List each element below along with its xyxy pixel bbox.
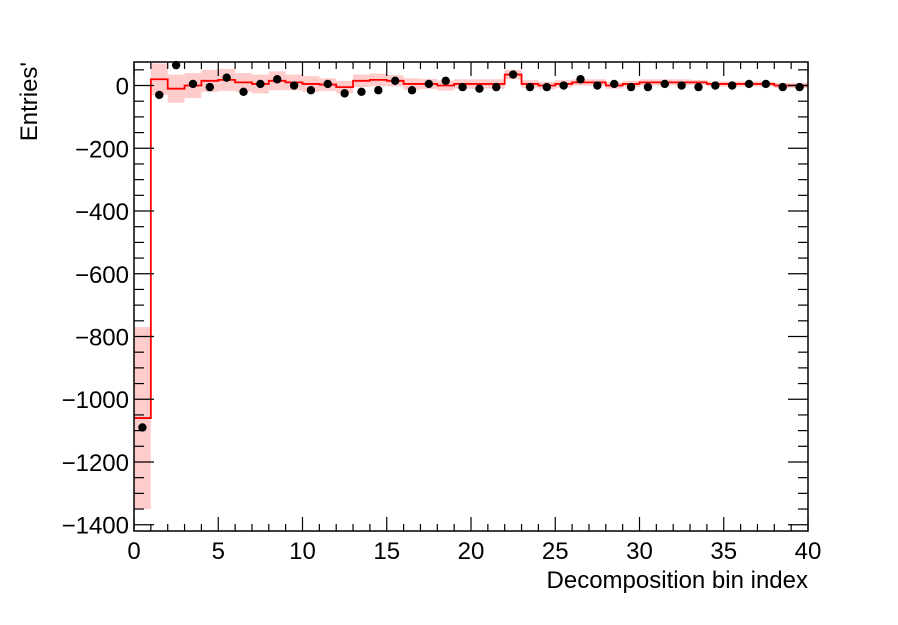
data-point (525, 82, 535, 92)
data-point (593, 81, 602, 90)
y-tick-label: −400 (75, 199, 129, 226)
y-tick-labels: 0 −200 −400 −600 −800 −1000 −1200 −1400 (62, 74, 129, 540)
y-tick-label: 0 (116, 74, 129, 101)
x-tick-label: 40 (795, 538, 822, 565)
y-axis-title: Entries' (16, 62, 43, 141)
data-point (340, 89, 349, 98)
data-point (188, 79, 198, 89)
data-point (492, 82, 501, 92)
y-tick-label: −1200 (62, 450, 129, 477)
data-point (795, 82, 804, 92)
x-tick-label: 15 (373, 538, 400, 565)
data-point (273, 75, 282, 84)
y-tick-label: −1000 (62, 387, 129, 414)
data-point (610, 79, 619, 89)
y-tick-label: −800 (75, 324, 129, 351)
data-point (542, 82, 552, 92)
y-tick-label: −1400 (62, 513, 129, 540)
y-tick-label: −600 (75, 262, 129, 289)
x-tick-labels: 0 5 10 15 20 25 30 35 40 (127, 538, 821, 565)
data-point (306, 86, 316, 95)
x-tick-label: 10 (289, 538, 316, 565)
data-point (660, 79, 669, 89)
data-point (626, 82, 636, 92)
data-point (374, 86, 383, 95)
data-point (744, 79, 754, 89)
data-point (559, 81, 568, 90)
data-point (643, 82, 653, 92)
data-point (711, 81, 720, 90)
data-point (390, 76, 400, 86)
data-point (576, 75, 585, 84)
data-point (458, 82, 467, 92)
histogram-line (134, 73, 808, 419)
x-axis-title: Decomposition bin index (547, 567, 808, 594)
data-point (222, 73, 231, 82)
x-tick-label: 5 (212, 538, 225, 565)
data-point (323, 79, 332, 89)
data-point (357, 87, 366, 97)
data-point (407, 86, 417, 95)
y-tick-label: −200 (75, 136, 129, 163)
histogram-step-line (134, 73, 808, 419)
data-point (694, 82, 703, 92)
x-tick-label: 25 (542, 538, 569, 565)
data-point (155, 90, 164, 100)
x-tick-label: 30 (626, 538, 653, 565)
data-point (441, 76, 450, 86)
data-point (138, 423, 147, 432)
data-point (256, 79, 265, 89)
axis-ticks (133, 62, 809, 531)
data-point (239, 87, 248, 97)
data-point (424, 79, 434, 89)
data-point (508, 70, 518, 79)
data-point (475, 84, 484, 93)
data-point (289, 81, 299, 90)
data-point (761, 79, 771, 89)
data-point (205, 82, 215, 92)
data-point (677, 81, 686, 90)
data-point (778, 82, 787, 92)
x-tick-label: 0 (127, 538, 140, 565)
data-point (171, 60, 181, 70)
data-point (727, 81, 737, 90)
x-tick-label: 35 (710, 538, 737, 565)
x-tick-label: 20 (458, 538, 485, 565)
